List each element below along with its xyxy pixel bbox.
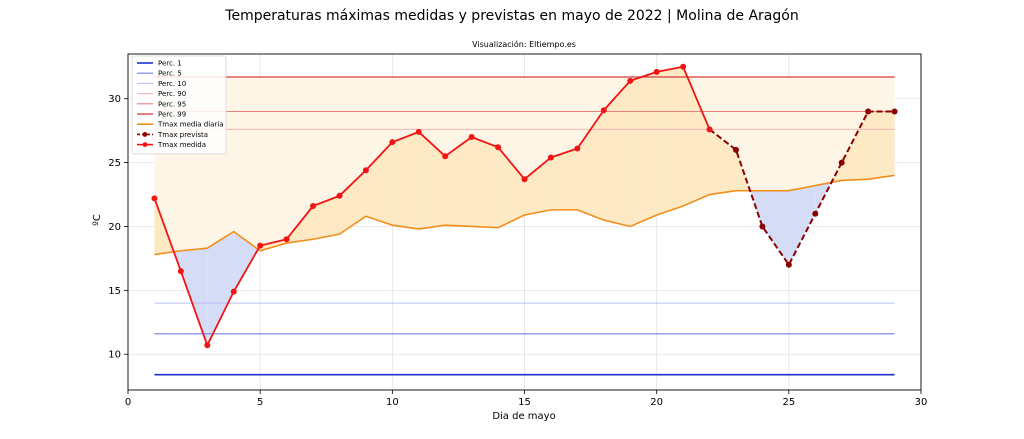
legend-label: Tmax media diaria bbox=[157, 121, 224, 129]
measured-point bbox=[574, 145, 581, 152]
measured-point bbox=[600, 107, 607, 114]
measured-point bbox=[495, 144, 502, 151]
cold-anomaly-fill bbox=[233, 231, 259, 292]
measured-point bbox=[547, 154, 554, 161]
measured-point bbox=[230, 288, 237, 295]
warm-anomaly-fill bbox=[313, 195, 340, 240]
legend-label: Tmax medida bbox=[157, 141, 206, 149]
x-tick-label: 25 bbox=[782, 397, 795, 408]
forecast-point bbox=[732, 146, 739, 153]
y-tick-label: 10 bbox=[108, 350, 121, 361]
measured-point bbox=[468, 134, 475, 141]
forecast-point bbox=[891, 108, 898, 115]
cold-anomaly-fill bbox=[180, 248, 208, 346]
warm-anomaly-fill bbox=[656, 66, 684, 215]
warm-anomaly-fill bbox=[735, 149, 751, 191]
warm-anomaly-fill bbox=[524, 157, 551, 215]
legend-label: Perc. 90 bbox=[158, 90, 186, 98]
warm-anomaly-fill bbox=[550, 148, 578, 210]
legend-label: Perc. 1 bbox=[158, 60, 182, 68]
warm-anomaly-fill bbox=[365, 142, 393, 226]
measured-point bbox=[653, 68, 660, 75]
x-tick-label: 0 bbox=[125, 397, 131, 408]
warm-anomaly-fill bbox=[577, 110, 604, 221]
x-tick-label: 10 bbox=[386, 397, 399, 408]
measured-point bbox=[521, 176, 528, 183]
warm-anomaly-fill bbox=[339, 170, 366, 235]
x-tick-label: 30 bbox=[915, 397, 928, 408]
measured-point bbox=[177, 268, 184, 275]
cold-anomaly-fill bbox=[207, 231, 234, 346]
measured-point bbox=[442, 153, 449, 160]
plot-content bbox=[128, 54, 921, 390]
legend-label: Perc. 10 bbox=[158, 80, 186, 88]
warm-anomaly-fill bbox=[709, 129, 736, 195]
legend-label: Perc. 95 bbox=[158, 100, 186, 108]
chart-subtitle: Visualización: Eltiempo.es bbox=[472, 39, 576, 49]
warm-anomaly-fill bbox=[603, 80, 631, 227]
warm-anomaly-fill bbox=[260, 239, 287, 251]
legend-label: Tmax prevista bbox=[157, 131, 208, 139]
warm-anomaly-fill bbox=[445, 137, 472, 227]
x-axis-label: Dia de mayo bbox=[492, 411, 555, 422]
measured-point bbox=[283, 236, 290, 243]
forecast-point bbox=[865, 108, 872, 115]
measured-point bbox=[336, 192, 343, 199]
forecast-tmax-line bbox=[708, 110, 895, 267]
measured-point bbox=[680, 63, 687, 70]
y-tick-label: 25 bbox=[108, 158, 121, 169]
legend-marker bbox=[142, 142, 148, 148]
legend-label: Perc. 99 bbox=[158, 111, 186, 119]
warm-anomaly-fill bbox=[841, 111, 869, 181]
legend-box bbox=[131, 55, 227, 155]
x-tick-label: 20 bbox=[650, 397, 663, 408]
y-axis-label: ºC bbox=[92, 214, 103, 226]
forecast-point bbox=[812, 210, 819, 217]
measured-tmax-line bbox=[153, 65, 711, 348]
measured-point bbox=[310, 203, 317, 210]
warm-anomaly-fill bbox=[392, 131, 419, 230]
forecast-point bbox=[838, 159, 845, 166]
measured-point bbox=[151, 195, 158, 202]
x-tick-label: 15 bbox=[518, 397, 531, 408]
forecast-point bbox=[785, 261, 792, 268]
y-tick-label: 30 bbox=[108, 94, 121, 105]
forecast-point bbox=[759, 223, 766, 230]
measured-point bbox=[706, 126, 713, 133]
measured-point bbox=[627, 77, 634, 84]
cold-anomaly-fill bbox=[762, 190, 789, 265]
measured-point bbox=[257, 242, 264, 249]
x-tick-label: 5 bbox=[257, 397, 263, 408]
warm-anomaly-fill bbox=[471, 137, 499, 228]
legend: Perc. 1 Perc. 5 Perc. 10 Perc. 90 Perc. 95 Pe… bbox=[131, 55, 227, 155]
warm-anomaly-fill bbox=[498, 147, 525, 228]
warm-anomaly-fill bbox=[868, 111, 895, 180]
chart-title: Temperaturas máximas medidas y previstas… bbox=[224, 8, 798, 24]
legend-label: Perc. 5 bbox=[158, 70, 182, 78]
legend-marker bbox=[142, 132, 148, 137]
measured-point bbox=[389, 139, 396, 146]
measured-point bbox=[415, 128, 422, 135]
measured-point bbox=[362, 167, 369, 174]
mean-tmax-line bbox=[154, 174, 895, 256]
warm-anomaly-fill bbox=[418, 131, 446, 230]
y-tick-label: 15 bbox=[108, 286, 121, 297]
warm-anomaly-fill bbox=[630, 71, 657, 227]
warm-anomaly-fill bbox=[683, 66, 710, 207]
y-tick-label: 20 bbox=[108, 222, 121, 233]
cold-anomaly-fill bbox=[788, 185, 816, 265]
measured-point bbox=[204, 342, 211, 349]
